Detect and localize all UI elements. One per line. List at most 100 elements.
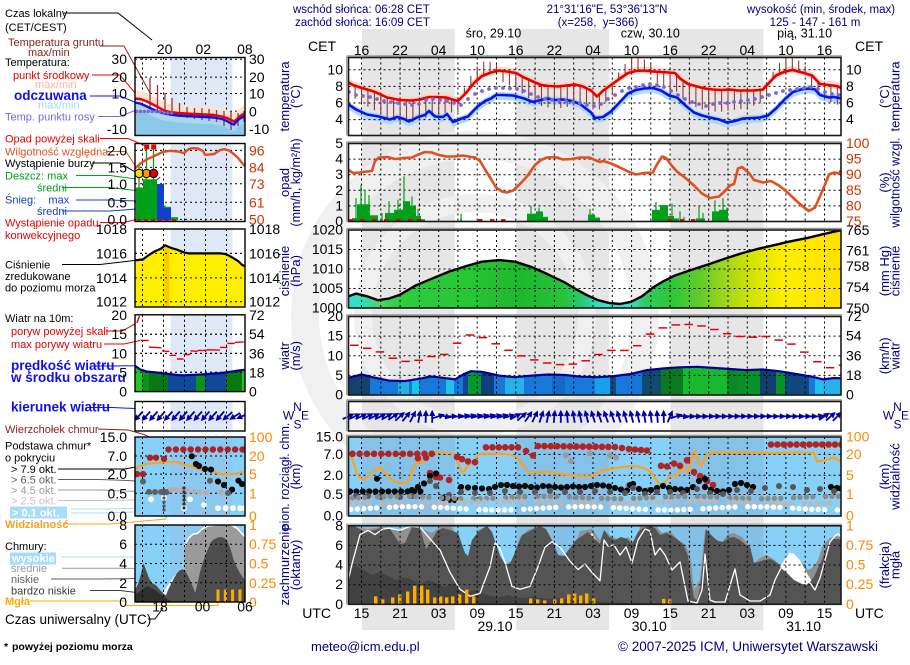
svg-text:5: 5 — [119, 364, 127, 380]
svg-text:konwekcyjnego: konwekcyjnego — [5, 230, 80, 242]
svg-text:10: 10 — [469, 42, 485, 58]
svg-text:8: 8 — [335, 517, 343, 533]
svg-text:0: 0 — [335, 387, 343, 403]
svg-text:20: 20 — [327, 308, 343, 324]
svg-text:08: 08 — [237, 41, 253, 57]
svg-text:(m/s): (m/s) — [288, 341, 303, 371]
svg-text:max porywy wiatru: max porywy wiatru — [11, 339, 102, 351]
svg-text:36: 36 — [249, 345, 265, 361]
svg-text:10: 10 — [111, 345, 127, 361]
svg-text:10: 10 — [778, 42, 794, 58]
svg-text:2.0: 2.0 — [108, 142, 128, 158]
svg-text:wilgotność wzgl.: wilgotność wzgl. — [889, 137, 903, 228]
svg-text:zachód słońca: 16:09 CET: zachód słońca: 16:09 CET — [295, 17, 430, 29]
svg-text:18: 18 — [846, 367, 862, 383]
svg-text:Temperatura:: Temperatura: — [5, 57, 70, 69]
svg-text:wysokie: wysokie — [11, 553, 55, 565]
svg-text:2: 2 — [335, 576, 343, 592]
svg-text:18: 18 — [249, 364, 265, 380]
svg-text:0: 0 — [119, 594, 127, 610]
svg-text:1: 1 — [846, 517, 854, 533]
svg-text:2: 2 — [335, 182, 343, 198]
svg-text:mgła: mgła — [888, 550, 903, 579]
svg-text:16: 16 — [354, 42, 370, 58]
svg-text:(°C): (°C) — [288, 85, 303, 108]
svg-text:Wiatr na 10m:: Wiatr na 10m: — [5, 313, 73, 325]
svg-text:21°31'16"E, 53°36'13"N: 21°31'16"E, 53°36'13"N — [547, 4, 668, 16]
svg-text:7.0: 7.0 — [108, 448, 128, 464]
svg-text:30.10: 30.10 — [632, 618, 667, 634]
svg-text:Temp. punktu rosy: Temp. punktu rosy — [5, 112, 95, 124]
svg-text:0.75: 0.75 — [846, 537, 873, 553]
svg-text:0: 0 — [119, 384, 127, 400]
svg-text:16: 16 — [662, 42, 678, 58]
svg-text:0.75: 0.75 — [249, 536, 276, 552]
svg-text:4: 4 — [335, 557, 343, 573]
svg-text:761: 761 — [846, 243, 870, 259]
svg-text:1014: 1014 — [249, 270, 280, 286]
svg-text:20: 20 — [249, 69, 265, 85]
svg-text:S: S — [893, 418, 901, 432]
svg-text:1020: 1020 — [312, 222, 343, 238]
svg-text:ciśnienie: ciśnienie — [888, 246, 903, 297]
svg-text:6: 6 — [846, 95, 854, 111]
svg-text:4: 4 — [846, 111, 854, 127]
svg-text:> 2.5 okt.: > 2.5 okt. — [11, 496, 57, 508]
svg-text:100: 100 — [846, 429, 870, 445]
svg-text:0: 0 — [846, 387, 854, 403]
svg-text:1: 1 — [249, 485, 257, 501]
svg-text:średni: średni — [37, 206, 67, 218]
svg-text:Wilgotność względna: Wilgotność względna — [5, 147, 109, 159]
svg-text:2.0: 2.0 — [324, 467, 344, 483]
svg-text:0: 0 — [249, 384, 257, 400]
svg-text:0.5: 0.5 — [249, 556, 269, 572]
svg-text:72: 72 — [846, 308, 862, 324]
svg-text:Widzialność: Widzialność — [5, 519, 68, 531]
svg-text:widzialność: widzialność — [888, 443, 903, 511]
svg-text:15.0: 15.0 — [100, 429, 127, 445]
svg-text:Opad powyżej skali: Opad powyżej skali — [5, 134, 100, 146]
svg-text:03: 03 — [431, 605, 447, 621]
svg-text:1016: 1016 — [96, 245, 127, 261]
svg-text:1.0: 1.0 — [108, 176, 128, 192]
svg-text:04: 04 — [431, 42, 447, 58]
svg-text:5: 5 — [335, 135, 343, 151]
svg-text:5: 5 — [249, 466, 257, 482]
svg-text:5: 5 — [846, 467, 854, 483]
svg-text:6: 6 — [119, 536, 127, 552]
svg-text:54: 54 — [249, 326, 265, 342]
svg-text:6: 6 — [335, 95, 343, 111]
svg-text:śro, 29.10: śro, 29.10 — [466, 27, 522, 41]
svg-text:29.10: 29.10 — [477, 618, 512, 634]
svg-text:0: 0 — [119, 103, 127, 119]
svg-text:pią, 31.10: pią, 31.10 — [777, 27, 832, 41]
svg-text:E: E — [901, 409, 909, 423]
svg-text:Podstawa chmur*: Podstawa chmur* — [5, 441, 92, 453]
svg-text:1: 1 — [249, 517, 257, 533]
svg-text:8: 8 — [119, 517, 127, 533]
svg-text:10: 10 — [111, 86, 127, 102]
svg-text:30: 30 — [111, 51, 127, 67]
svg-text:31.10: 31.10 — [786, 618, 821, 634]
svg-text:4: 4 — [335, 151, 343, 167]
svg-text:o pokryciu: o pokryciu — [5, 453, 55, 465]
svg-text:UTC: UTC — [855, 605, 884, 621]
svg-text:22: 22 — [547, 42, 563, 58]
svg-text:21: 21 — [547, 605, 563, 621]
svg-text:03: 03 — [585, 605, 601, 621]
svg-text:1015: 1015 — [312, 241, 343, 257]
svg-text:Ciśnienie: Ciśnienie — [5, 260, 50, 272]
svg-text:18: 18 — [152, 599, 168, 615]
svg-text:wiatr: wiatr — [888, 341, 903, 370]
svg-text:2: 2 — [119, 575, 127, 591]
svg-text:0: 0 — [846, 596, 854, 612]
svg-text:20: 20 — [111, 69, 127, 85]
svg-text:temperatura: temperatura — [888, 61, 903, 132]
svg-text:8: 8 — [846, 78, 854, 94]
svg-text:0.5: 0.5 — [846, 557, 866, 573]
svg-text:20: 20 — [157, 41, 173, 57]
svg-text:1: 1 — [846, 486, 854, 502]
svg-text:21: 21 — [701, 605, 717, 621]
svg-text:02: 02 — [196, 41, 212, 57]
svg-text:10: 10 — [624, 42, 640, 58]
